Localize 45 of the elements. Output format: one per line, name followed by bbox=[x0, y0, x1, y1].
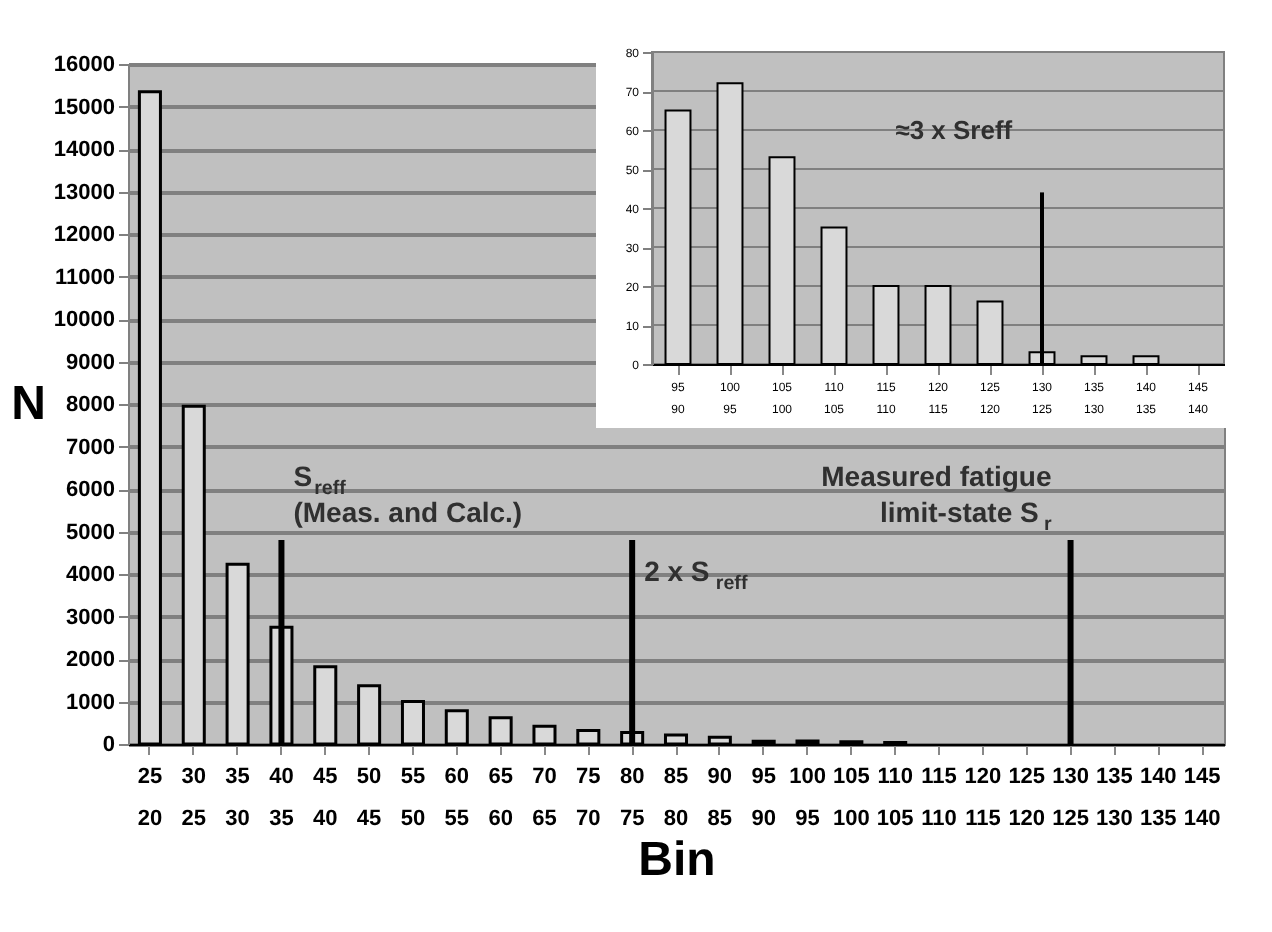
y-tick-label: 5000 bbox=[66, 520, 115, 545]
x-tick-label: 30 25 bbox=[181, 765, 207, 831]
y-tick-label: 4000 bbox=[66, 563, 115, 587]
x-tick-label: 125 120 bbox=[1008, 765, 1046, 831]
x-tick-label: 65 60 bbox=[488, 765, 513, 831]
x-tick-label: 95 90 bbox=[751, 765, 776, 831]
x-tick-label: 90 85 bbox=[707, 765, 733, 831]
y-tick-label: 7000 bbox=[66, 435, 115, 460]
y-tick-label: 1000 bbox=[66, 690, 115, 715]
y-tick-label: 11000 bbox=[55, 265, 115, 290]
x-tick-label: 85 80 bbox=[663, 765, 689, 831]
x-tick-label: 105 100 bbox=[833, 765, 870, 831]
x-axis-title: Bin bbox=[638, 833, 716, 887]
x-tick-label: 55 50 bbox=[400, 765, 426, 831]
x-tick-label: 70 65 bbox=[532, 765, 557, 831]
y-tick-label: 0 bbox=[102, 733, 115, 757]
x-tick-label: 145 140 bbox=[1183, 765, 1221, 831]
x-tick-label: 110 105 bbox=[876, 765, 914, 831]
y-tick-label: 14000 bbox=[53, 138, 115, 162]
x-tick-label: 100 95 bbox=[789, 765, 826, 831]
y-tick-label: 15000 bbox=[53, 95, 115, 120]
y-tick-label: 3000 bbox=[66, 605, 115, 630]
y-tick-label: 13000 bbox=[53, 180, 115, 205]
x-tick-label: 135 130 bbox=[1096, 765, 1133, 831]
x-tick-label: 50 45 bbox=[356, 765, 382, 831]
x-tick-label: 140 135 bbox=[1139, 765, 1177, 831]
x-tick-label: 25 20 bbox=[137, 765, 163, 831]
x-tick-label: 80 75 bbox=[619, 765, 645, 831]
ref-line-label: ≈3 x Sreff bbox=[895, 115, 1014, 146]
x-tick-label: 40 35 bbox=[269, 765, 294, 831]
x-tick-label: 35 30 bbox=[225, 765, 250, 831]
y-axis-title: N bbox=[11, 377, 46, 431]
x-tick-label: 115 110 bbox=[921, 765, 957, 831]
y-tick-label: 16000 bbox=[53, 53, 115, 77]
x-tick-label: 60 55 bbox=[444, 765, 470, 831]
y-tick-label: 10000 bbox=[53, 308, 115, 332]
y-tick-label: 8000 bbox=[66, 393, 115, 417]
x-tick-label: 130 125 bbox=[1052, 765, 1089, 831]
x-tick-label: 120 115 bbox=[964, 765, 1002, 831]
y-tick-label: 6000 bbox=[66, 478, 115, 502]
x-tick-label: 45 40 bbox=[313, 765, 338, 831]
y-tick-label: 12000 bbox=[53, 223, 115, 247]
y-tick-label: 9000 bbox=[66, 350, 115, 375]
y-tick-label: 2000 bbox=[66, 648, 115, 672]
x-tick-label: 75 70 bbox=[576, 765, 601, 831]
